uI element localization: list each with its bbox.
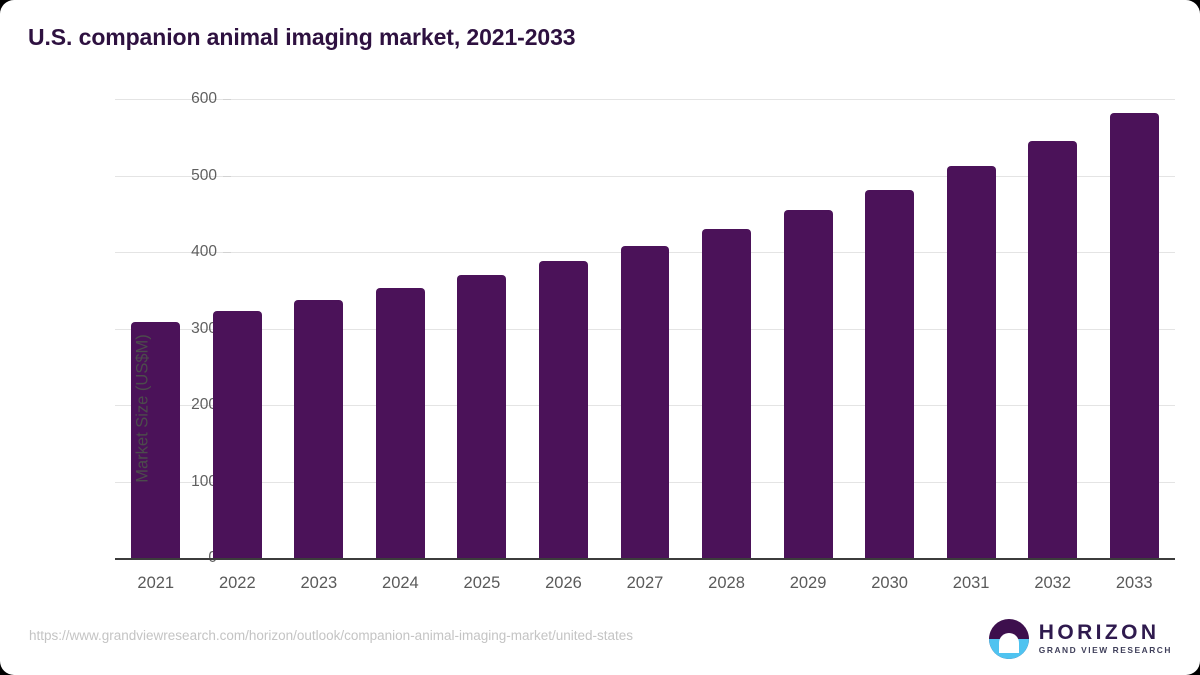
logo-name: HORIZON	[1038, 621, 1160, 645]
logo-tagline: GRAND VIEW RESEARCH	[1038, 645, 1172, 656]
x-tick-label: 2029	[789, 574, 827, 592]
x-tick-label: 2025	[463, 574, 501, 592]
bar-column[interactable]	[686, 99, 768, 558]
logo-text: HORIZON GRAND VIEW RESEARCH	[1039, 622, 1172, 655]
y-tick-label: 300	[191, 319, 217, 337]
bar[interactable]	[131, 322, 181, 558]
bar-column[interactable]	[278, 99, 360, 558]
y-tick-mark	[223, 99, 231, 100]
x-tick-label: 2027	[626, 574, 664, 592]
bar-column[interactable]	[197, 99, 279, 558]
x-tick-label: 2031	[952, 574, 990, 592]
y-tick-label: 500	[191, 166, 217, 184]
bar[interactable]	[294, 300, 344, 558]
y-tick-mark	[223, 252, 231, 253]
x-tick-label: 2021	[137, 574, 175, 592]
x-tick-label: 2028	[708, 574, 745, 592]
bar[interactable]	[1109, 112, 1159, 558]
bar[interactable]	[702, 229, 751, 558]
y-tick-mark	[223, 175, 231, 177]
plot-area: 0 100 200 300 400 500 600 Market Size (US$M)	[115, 90, 1175, 566]
bar-column[interactable]	[115, 99, 197, 558]
bar[interactable]	[946, 166, 996, 558]
x-tick-label: 2032	[1034, 574, 1072, 592]
bar[interactable]	[457, 274, 507, 558]
bar-column[interactable]	[523, 99, 605, 558]
x-axis-ticks: 2021 2022 2023 2024 2025 2026 2027 2028 2029 2030…	[115, 560, 1175, 600]
bar-column[interactable]	[1012, 99, 1094, 558]
x-tick-label: 2030	[871, 574, 908, 592]
y-tick-label: 200	[191, 396, 217, 413]
horizon-sunrise-circle-icon	[988, 619, 1029, 659]
page-title: U.S. companion animal imaging market, 20…	[28, 24, 576, 50]
y-tick-label: 0	[147, 549, 217, 567]
source-url[interactable]: https://www.grandviewresearch.com/horizo…	[29, 628, 634, 643]
bar[interactable]	[212, 310, 262, 558]
bar-column[interactable]	[767, 99, 849, 558]
gridline	[115, 99, 1175, 100]
gridline	[115, 175, 1175, 177]
x-axis-line	[115, 558, 1175, 560]
bar-column[interactable]	[849, 99, 931, 558]
bar[interactable]	[865, 190, 915, 558]
bar[interactable]	[1028, 141, 1078, 558]
x-tick-label: 2022	[218, 574, 256, 592]
bar[interactable]	[783, 209, 833, 558]
x-tick-label: 2033	[1115, 574, 1153, 592]
y-axis-title: Market Size (US$M)	[133, 334, 152, 483]
bar-column[interactable]	[1093, 99, 1175, 558]
bar[interactable]	[538, 261, 588, 558]
bar[interactable]	[375, 287, 425, 558]
bar-column[interactable]	[441, 99, 523, 558]
bar[interactable]	[620, 245, 670, 558]
bar-column[interactable]	[360, 99, 442, 558]
y-tick-label: 400	[191, 243, 217, 260]
bar-column[interactable]	[604, 99, 686, 558]
x-tick-label: 2026	[545, 574, 582, 592]
horizon-logo[interactable]: HORIZON GRAND VIEW RESEARCH	[988, 618, 1172, 660]
y-tick-label: 600	[191, 90, 217, 107]
x-tick-label: 2023	[300, 574, 338, 592]
y-tick-label: 100	[191, 472, 217, 490]
x-tick-label: 2024	[382, 574, 419, 592]
bar-column[interactable]	[930, 99, 1012, 558]
